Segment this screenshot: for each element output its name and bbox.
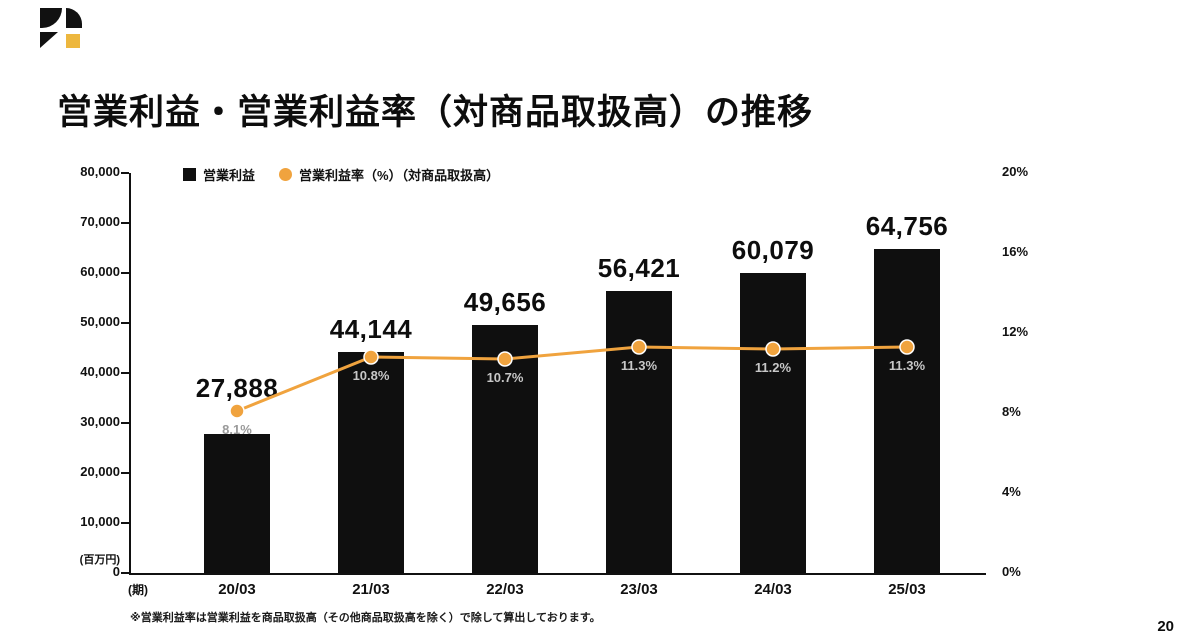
line-value-label: 8.1% (222, 422, 252, 437)
bar (606, 291, 672, 573)
left-axis-tick (121, 522, 129, 524)
legend-label: 営業利益 (203, 168, 256, 183)
left-axis-label: 10,000 (80, 514, 120, 529)
bar (740, 273, 806, 573)
left-axis-tick (121, 222, 129, 224)
bar (204, 434, 270, 573)
page-number: 20 (1157, 618, 1174, 635)
chart-legend: 営業利益 営業利益率（%）（対商品取扱高） (183, 165, 499, 184)
left-axis-tick (121, 172, 129, 174)
right-axis-label: 0% (1002, 564, 1021, 579)
bar-value-label: 27,888 (195, 373, 279, 403)
x-axis-label: 21/03 (352, 581, 390, 598)
bar-value-label: 56,421 (597, 253, 681, 283)
legend-item: 営業利益 (183, 165, 255, 184)
left-axis-label: 50,000 (80, 314, 120, 329)
left-axis-label: 80,000 (80, 164, 120, 179)
left-axis-tick (121, 272, 129, 274)
left-axis-label: 60,000 (80, 264, 120, 279)
legend-item: 営業利益率（%）（対商品取扱高） (279, 165, 499, 184)
bar (472, 325, 538, 573)
logo-accent-square (66, 34, 80, 48)
bar (338, 352, 404, 573)
bar-value-label: 49,656 (463, 287, 547, 317)
x-axis-label: 24/03 (754, 581, 792, 598)
right-axis-label: 16% (1002, 244, 1029, 259)
left-axis-line (129, 173, 131, 575)
line-value-label: 11.3% (620, 358, 658, 373)
left-axis-tick (121, 572, 129, 574)
x-axis-label: 22/03 (486, 581, 524, 598)
left-axis-label: 30,000 (80, 414, 120, 429)
left-axis-tick (121, 472, 129, 474)
legend-label: 営業利益率（%）（対商品取扱高） (299, 168, 500, 183)
line-value-label: 11.2% (754, 360, 792, 375)
x-axis-line (129, 573, 986, 575)
left-axis-label: 20,000 (80, 464, 120, 479)
left-axis-tick (121, 372, 129, 374)
x-axis-label: 25/03 (888, 581, 926, 598)
left-axis-label: 0 (112, 564, 120, 579)
left-axis-label: 70,000 (80, 214, 120, 229)
left-axis-tick (121, 422, 129, 424)
right-axis-label: 8% (1002, 404, 1021, 419)
x-axis-label: 20/03 (218, 581, 256, 598)
left-axis-label: 40,000 (80, 364, 120, 379)
left-axis-unit: (百万円) (79, 554, 120, 566)
bar (874, 249, 940, 573)
line-value-label: 10.7% (486, 370, 524, 385)
bar-value-label: 64,756 (865, 211, 949, 241)
page-title: 営業利益・営業利益率（対商品取扱高）の推移 (57, 93, 814, 132)
line-point (229, 403, 245, 419)
footnote: ※営業利益率は営業利益を商品取扱高（その他商品取扱高を除く）で除して算出しており… (130, 612, 601, 624)
legend-circle-swatch (279, 168, 293, 181)
right-axis-label: 20% (1002, 164, 1029, 179)
logo-shape (66, 8, 82, 28)
right-axis-label: 12% (1002, 324, 1029, 339)
line-value-label: 11.3% (888, 358, 926, 373)
bar-value-label: 44,144 (329, 314, 413, 344)
bar-value-label: 60,079 (731, 235, 815, 265)
line-value-label: 10.8% (352, 368, 390, 383)
x-axis-label: 23/03 (620, 581, 658, 598)
x-axis-unit: (期) (128, 583, 148, 597)
left-axis-tick (121, 322, 129, 324)
right-axis-label: 4% (1002, 484, 1021, 499)
legend-square-swatch (183, 168, 196, 181)
company-logo (40, 8, 98, 50)
